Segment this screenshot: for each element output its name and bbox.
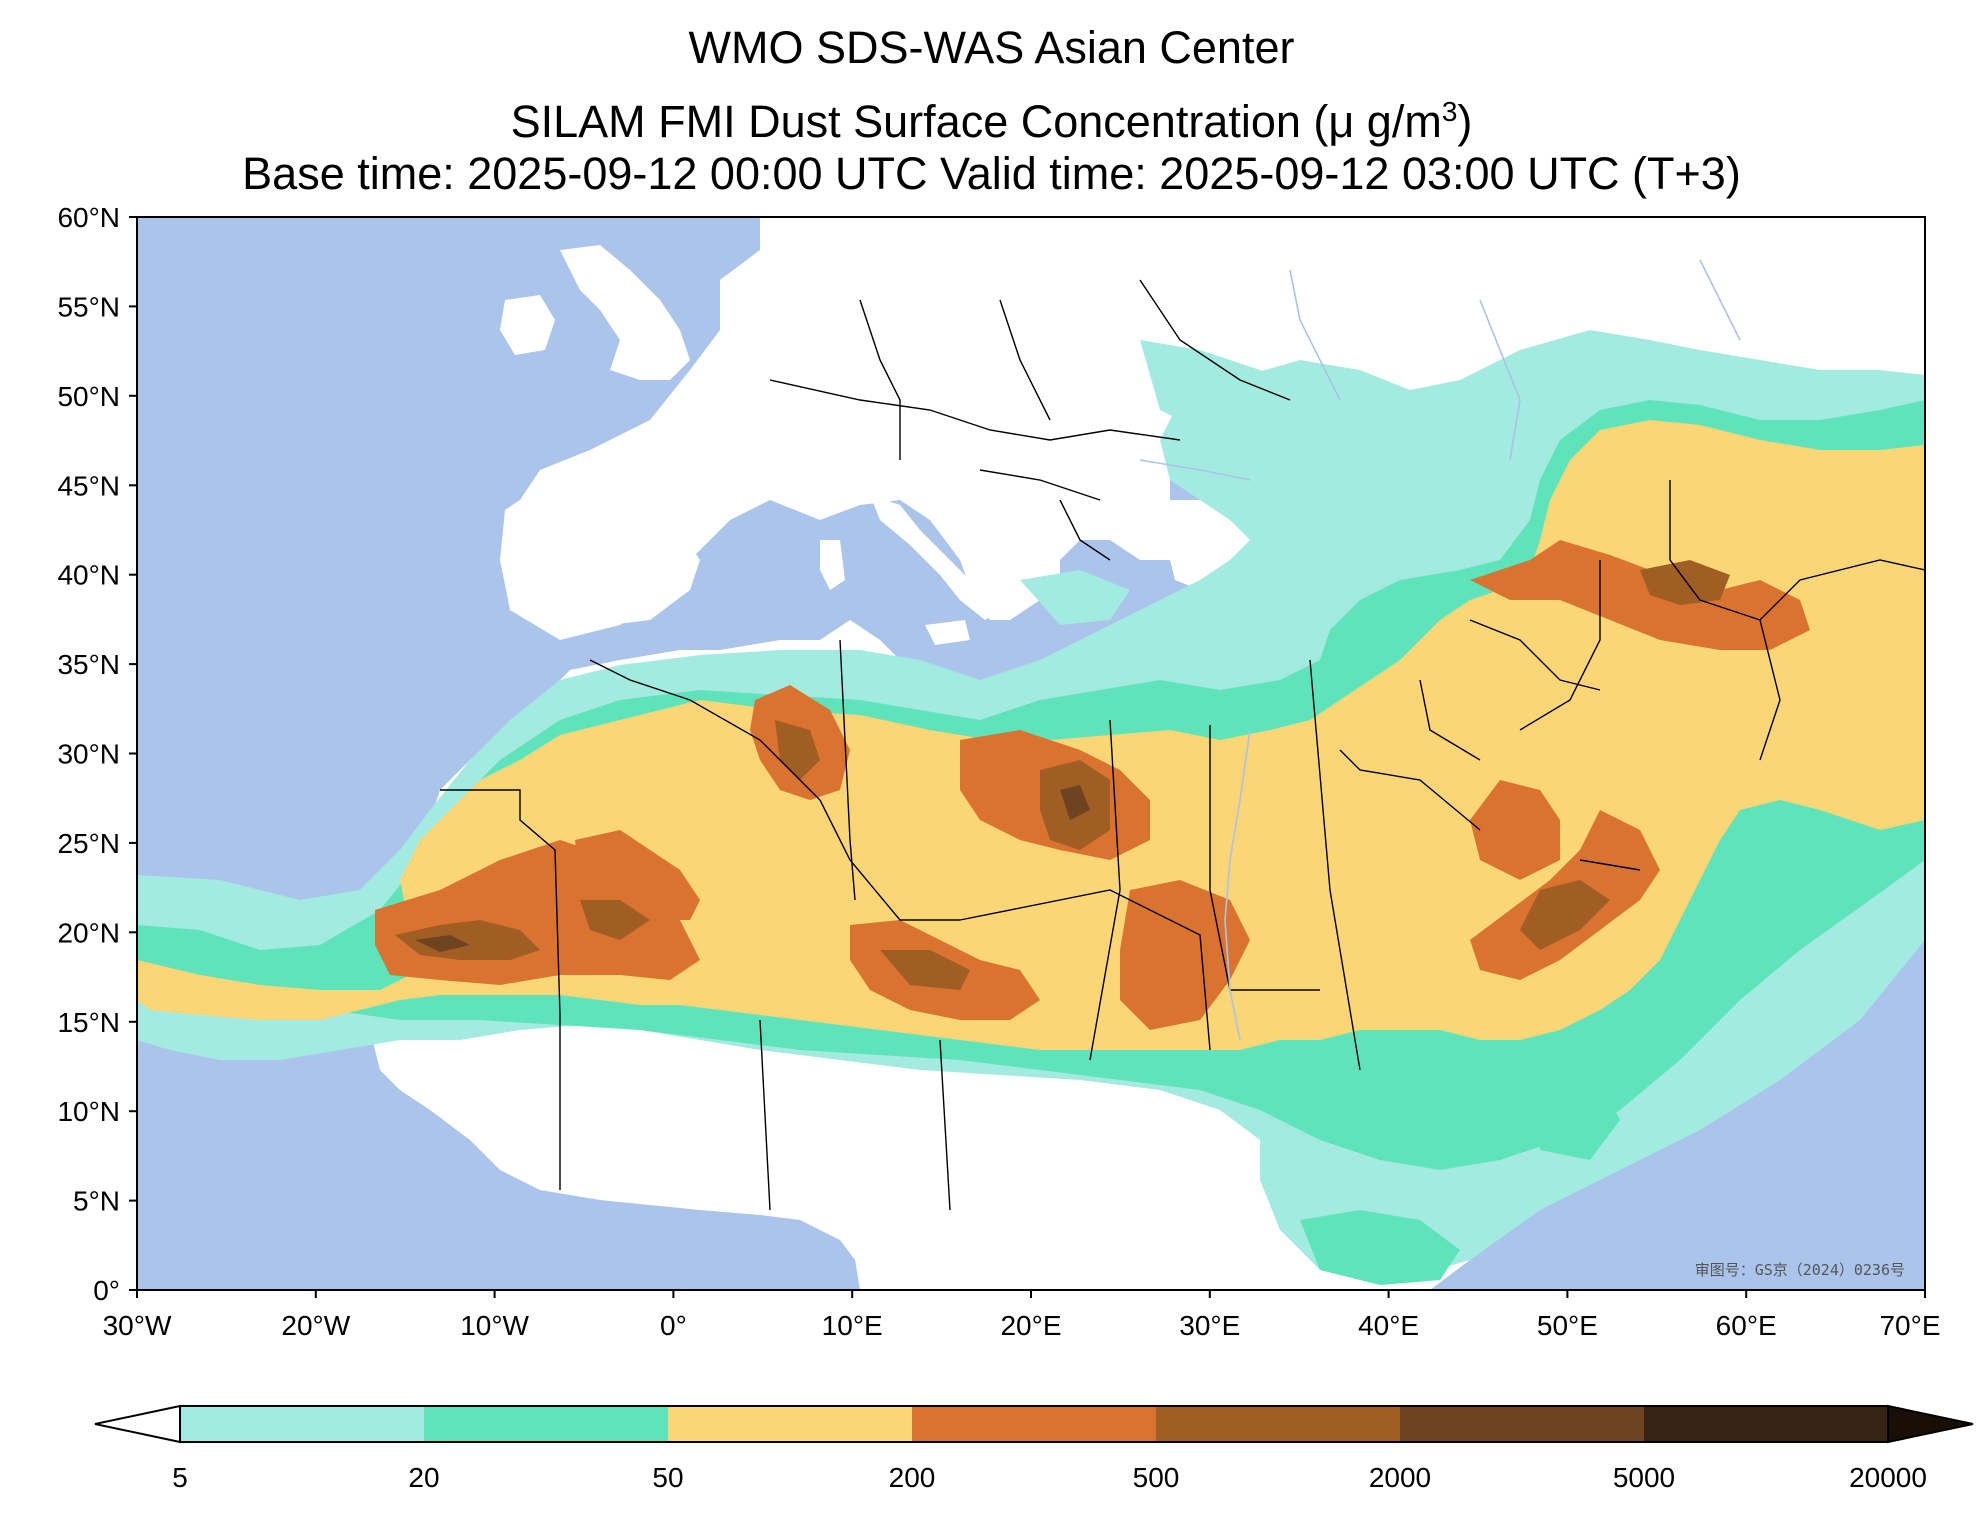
- lat-tick-label: 35°N: [57, 649, 120, 680]
- map-subtitle: SILAM FMI Dust Surface Concentration (μ …: [0, 86, 1983, 148]
- lat-tick-label: 15°N: [57, 1007, 120, 1038]
- subtitle-superscript: 3: [1441, 96, 1458, 127]
- country-borders: [440, 279, 1925, 1211]
- dust-shading: [137, 330, 1925, 1285]
- subtitle-text: SILAM FMI Dust Surface Concentration (μ …: [510, 96, 1442, 147]
- lat-tick-label: 50°N: [57, 381, 120, 412]
- colorbar-segment: [668, 1406, 912, 1442]
- landmass-italy: [870, 495, 1000, 620]
- lon-tick-label: 0°: [660, 1310, 687, 1341]
- lat-tick-label: 60°N: [57, 202, 120, 233]
- colorbar-tick-label: 200: [889, 1462, 936, 1493]
- lat-tick-label: 25°N: [57, 828, 120, 859]
- dust-level-2000-5000: [415, 785, 1090, 952]
- colorbar-frame: [179, 1405, 1889, 1443]
- longitude-axis: 30°W 20°W 10°W 0° 10°E 20°E 30°E 40°E 50…: [103, 1290, 1941, 1341]
- colorbar-tick-label: 5: [172, 1462, 188, 1493]
- colorbar-over-arrow: [1887, 1404, 1974, 1444]
- lon-tick-label: 10°W: [460, 1310, 529, 1341]
- lon-tick-label: 20°W: [281, 1310, 350, 1341]
- map-title: WMO SDS-WAS Asian Center: [688, 22, 1295, 73]
- colorbar-segment: [912, 1406, 1156, 1442]
- colorbar-segment: [424, 1406, 668, 1442]
- landmass-iberia: [505, 500, 700, 635]
- lat-tick-label: 5°N: [73, 1186, 120, 1217]
- map-watermark: 审图号：GS京（2024）0236号: [1695, 1261, 1905, 1279]
- lat-tick-label: 20°N: [57, 917, 120, 948]
- map-area: 审图号：GS京（2024）0236号: [137, 217, 1925, 1290]
- lon-tick-label: 10°E: [822, 1310, 883, 1341]
- latitude-axis: 60°N 55°N 50°N 45°N 40°N 35°N 30°N 25°N …: [57, 202, 137, 1306]
- lat-tick-label: 30°N: [57, 739, 120, 770]
- colorbar-tick-label: 500: [1133, 1462, 1180, 1493]
- lon-tick-label: 70°E: [1879, 1310, 1940, 1341]
- rivers: [1139, 259, 1741, 1041]
- lon-tick-label: 50°E: [1537, 1310, 1598, 1341]
- colorbar-tick-label: 20000: [1849, 1462, 1927, 1493]
- colorbar-segment: [1644, 1406, 1888, 1442]
- colorbar-under-arrow: [94, 1404, 181, 1444]
- dust-level-500-2000: [395, 560, 1730, 990]
- colorbar-segment: [180, 1406, 424, 1442]
- landmass-sicily: [925, 620, 970, 645]
- lat-tick-label: 45°N: [57, 470, 120, 501]
- lon-tick-label: 40°E: [1358, 1310, 1419, 1341]
- colorbar: 5 20 50 200 500 2000 5000 20000: [94, 1404, 1974, 1493]
- lon-tick-label: 30°E: [1179, 1310, 1240, 1341]
- time-info: Base time: 2025-09-12 00:00 UTC Valid ti…: [242, 148, 1741, 199]
- lat-tick-label: 10°N: [57, 1096, 120, 1127]
- lat-tick-label: 0°: [93, 1275, 120, 1306]
- subtitle-close: ): [1457, 96, 1473, 147]
- lon-tick-label: 30°W: [103, 1310, 172, 1341]
- colorbar-tick-label: 5000: [1613, 1462, 1675, 1493]
- landmass-sardinia: [820, 540, 845, 590]
- lon-tick-label: 60°E: [1716, 1310, 1777, 1341]
- lat-tick-label: 40°N: [57, 560, 120, 591]
- colorbar-segment: [1400, 1406, 1644, 1442]
- landmass-ireland: [500, 295, 555, 355]
- landmass-great-britain: [560, 245, 690, 380]
- lat-tick-label: 55°N: [57, 291, 120, 322]
- colorbar-tick-label: 50: [652, 1462, 683, 1493]
- colorbar-tick-label: 20: [408, 1462, 439, 1493]
- lon-tick-label: 20°E: [1000, 1310, 1061, 1341]
- colorbar-segment: [1156, 1406, 1400, 1442]
- colorbar-tick-label: 2000: [1369, 1462, 1431, 1493]
